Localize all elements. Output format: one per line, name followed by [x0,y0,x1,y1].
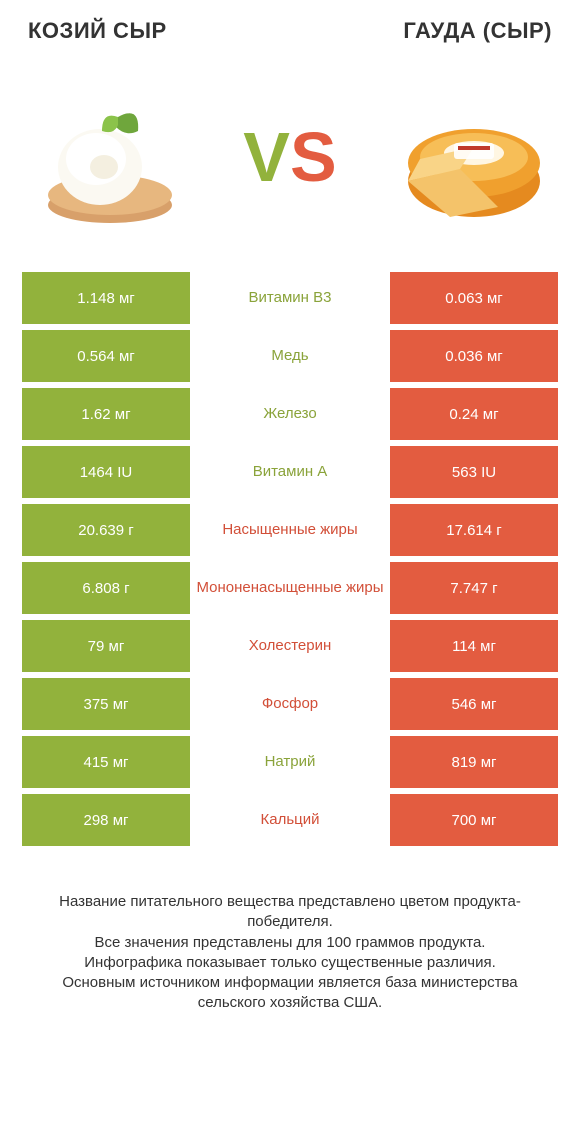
table-row: 0.564 мгМедь0.036 мг [22,330,558,382]
right-product-title: ГАУДА (СЫР) [403,18,552,44]
left-value-cell: 415 мг [22,736,190,788]
nutrient-name-cell: Железо [190,388,390,440]
gouda-cheese-image [380,67,560,247]
right-value-cell: 7.747 г [390,562,558,614]
table-row: 1464 IUВитамин A563 IU [22,446,558,498]
nutrient-name-cell: Фосфор [190,678,390,730]
right-value-cell: 546 мг [390,678,558,730]
left-value-cell: 79 мг [22,620,190,672]
table-row: 415 мгНатрий819 мг [22,736,558,788]
left-product-title: КОЗИЙ СЫР [28,18,167,44]
vs-s-letter: S [290,118,337,196]
left-value-cell: 20.639 г [22,504,190,556]
footer-line-1: Название питательного вещества представл… [28,892,552,933]
goat-cheese-image [20,67,200,247]
left-value-cell: 0.564 мг [22,330,190,382]
nutrient-name-cell: Мононенасыщенные жиры [190,562,390,614]
footer-line-4: Основным источником информации является … [28,973,552,1014]
footer-line-3: Инфографика показывает только существенн… [28,953,552,973]
right-value-cell: 819 мг [390,736,558,788]
product-images-row: VS [0,52,580,272]
right-value-cell: 0.24 мг [390,388,558,440]
left-value-cell: 6.808 г [22,562,190,614]
nutrient-name-cell: Насыщенные жиры [190,504,390,556]
nutrient-name-cell: Медь [190,330,390,382]
left-value-cell: 375 мг [22,678,190,730]
right-value-cell: 114 мг [390,620,558,672]
left-value-cell: 298 мг [22,794,190,846]
left-value-cell: 1.148 мг [22,272,190,324]
right-value-cell: 0.036 мг [390,330,558,382]
table-row: 298 мгКальций700 мг [22,794,558,846]
vs-v-letter: V [243,118,290,196]
table-row: 1.148 мгВитамин B30.063 мг [22,272,558,324]
table-row: 375 мгФосфор546 мг [22,678,558,730]
table-row: 1.62 мгЖелезо0.24 мг [22,388,558,440]
footer-line-2: Все значения представлены для 100 граммо… [28,933,552,953]
nutrient-name-cell: Витамин B3 [190,272,390,324]
footer-notes: Название питательного вещества представл… [0,852,580,1014]
right-value-cell: 700 мг [390,794,558,846]
table-row: 20.639 гНасыщенные жиры17.614 г [22,504,558,556]
right-value-cell: 0.063 мг [390,272,558,324]
nutrient-name-cell: Витамин A [190,446,390,498]
right-value-cell: 17.614 г [390,504,558,556]
left-value-cell: 1.62 мг [22,388,190,440]
nutrient-name-cell: Натрий [190,736,390,788]
left-value-cell: 1464 IU [22,446,190,498]
vs-label: VS [243,117,336,197]
nutrient-name-cell: Кальций [190,794,390,846]
table-row: 79 мгХолестерин114 мг [22,620,558,672]
header: КОЗИЙ СЫР ГАУДА (СЫР) [0,0,580,52]
nutrient-table: 1.148 мгВитамин B30.063 мг 0.564 мгМедь0.… [0,272,580,846]
right-value-cell: 563 IU [390,446,558,498]
nutrient-name-cell: Холестерин [190,620,390,672]
table-row: 6.808 гМононенасыщенные жиры7.747 г [22,562,558,614]
